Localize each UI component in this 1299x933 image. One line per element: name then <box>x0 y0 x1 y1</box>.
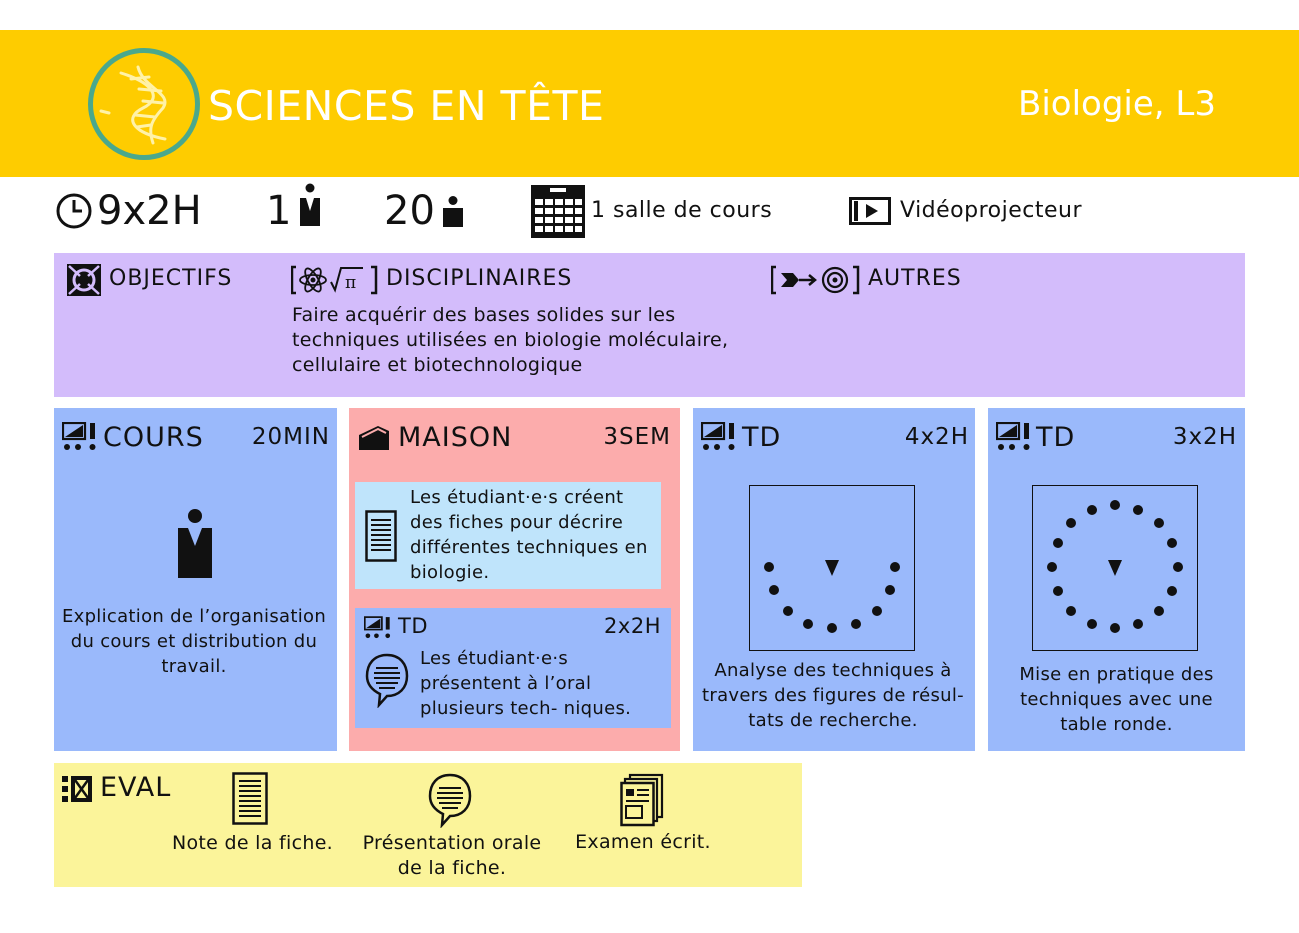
card-cours: COURS 20MIN Explication de l’organisatio… <box>54 408 337 751</box>
maison-duration: 3SEM <box>603 424 671 450</box>
disciplinary-heading: DISCIPLINAIRES <box>386 266 573 291</box>
fiches-text: Les étudiant·e·s créent des fiches pour … <box>410 487 648 583</box>
td1-text: Analyse des techniques à travers des fig… <box>702 660 964 731</box>
teacher-icon <box>178 509 212 578</box>
maison-td-title: TD <box>398 614 428 638</box>
teacher-marker <box>1108 560 1122 576</box>
dna-icon <box>99 65 167 145</box>
cours-duration: 20MIN <box>251 424 330 450</box>
other-heading: AUTRES <box>868 266 962 291</box>
science-icon: π <box>291 265 378 295</box>
td2-text: Mise en pratique des techniques avec une… <box>1019 664 1214 735</box>
document-icon <box>365 510 397 562</box>
card-td-roundtable: TD 3x2H Mise en pratique des techniques … <box>988 408 1245 751</box>
projector-icon <box>849 197 891 225</box>
objectives-heading: OBJECTIFS <box>109 266 233 291</box>
card-td-analysis: TD 4x2H Analyse des techniques à travers… <box>693 408 975 751</box>
td2-duration: 3x2H <box>1172 424 1237 450</box>
td1-duration: 4x2H <box>904 424 969 450</box>
home-icon <box>359 426 389 450</box>
objectives-panel: OBJECTIFS π DISCIPLINAIRES AUTRES Faire … <box>54 253 1245 397</box>
group-work-icon <box>701 422 735 450</box>
group-work-icon <box>996 422 1030 450</box>
logo <box>88 48 200 160</box>
exam-papers-icon <box>620 773 664 827</box>
card-maison: MAISON 3SEM Les étudiant·e·s créent des … <box>349 408 680 751</box>
eval-item-label: Note de la fiche. <box>171 832 334 854</box>
students-count: 20 <box>384 188 435 234</box>
teacher-icon <box>300 183 320 226</box>
teachers-count: 1 <box>266 188 292 234</box>
group-work-icon <box>62 422 96 450</box>
group-work-icon <box>364 616 391 639</box>
fiches-box: Les étudiant·e·s créent des fiches pour … <box>355 482 661 589</box>
checklist-icon <box>62 776 92 802</box>
eval-title: EVAL <box>100 772 172 803</box>
teacher-marker <box>825 560 839 576</box>
roundtable-layout-diagram <box>1032 485 1198 651</box>
classroom-layout-diagram <box>749 485 915 651</box>
speech-bubble-icon <box>428 773 472 828</box>
maison-td-box: TD 2x2H Les étudiant·e·s présentent à l’… <box>355 608 671 728</box>
subject-level: Biologie, L3 <box>1018 84 1216 124</box>
seating-dots <box>764 560 900 633</box>
calendar-icon <box>531 185 585 238</box>
arrow-target-icon <box>771 265 860 295</box>
eval-item-label: Examen écrit. <box>575 831 711 853</box>
cours-title: COURS <box>103 422 204 453</box>
student-icon <box>443 196 463 227</box>
speech-bubble-icon <box>365 653 409 708</box>
cours-text: Explication de l’organisation du cours e… <box>61 606 327 677</box>
td1-title: TD <box>742 422 782 453</box>
maison-title: MAISON <box>398 422 513 453</box>
eval-panel: EVAL Note de la fiche. Présentation oral… <box>54 763 802 887</box>
room-label: 1 salle de cours <box>591 198 773 223</box>
document-icon <box>232 772 268 825</box>
td2-title: TD <box>1036 422 1076 453</box>
maison-td-text: Les étudiant·e·s présentent à l’oral plu… <box>420 648 632 719</box>
disciplinary-text: Faire acquérir des bases solides sur les… <box>292 304 729 376</box>
svg-text:π: π <box>345 273 356 293</box>
equipment-label: Vidéoprojecteur <box>900 198 1083 223</box>
app-title: SCIENCES EN TÊTE <box>208 82 605 130</box>
header-banner <box>0 30 1299 177</box>
seating-dots <box>1047 500 1183 633</box>
eval-item-label: Présentation orale de la fiche. <box>362 832 542 879</box>
maison-td-duration: 2x2H <box>604 614 661 638</box>
duration-value: 9x2H <box>97 188 202 234</box>
clock-icon <box>56 193 92 229</box>
target-icon <box>67 264 101 296</box>
